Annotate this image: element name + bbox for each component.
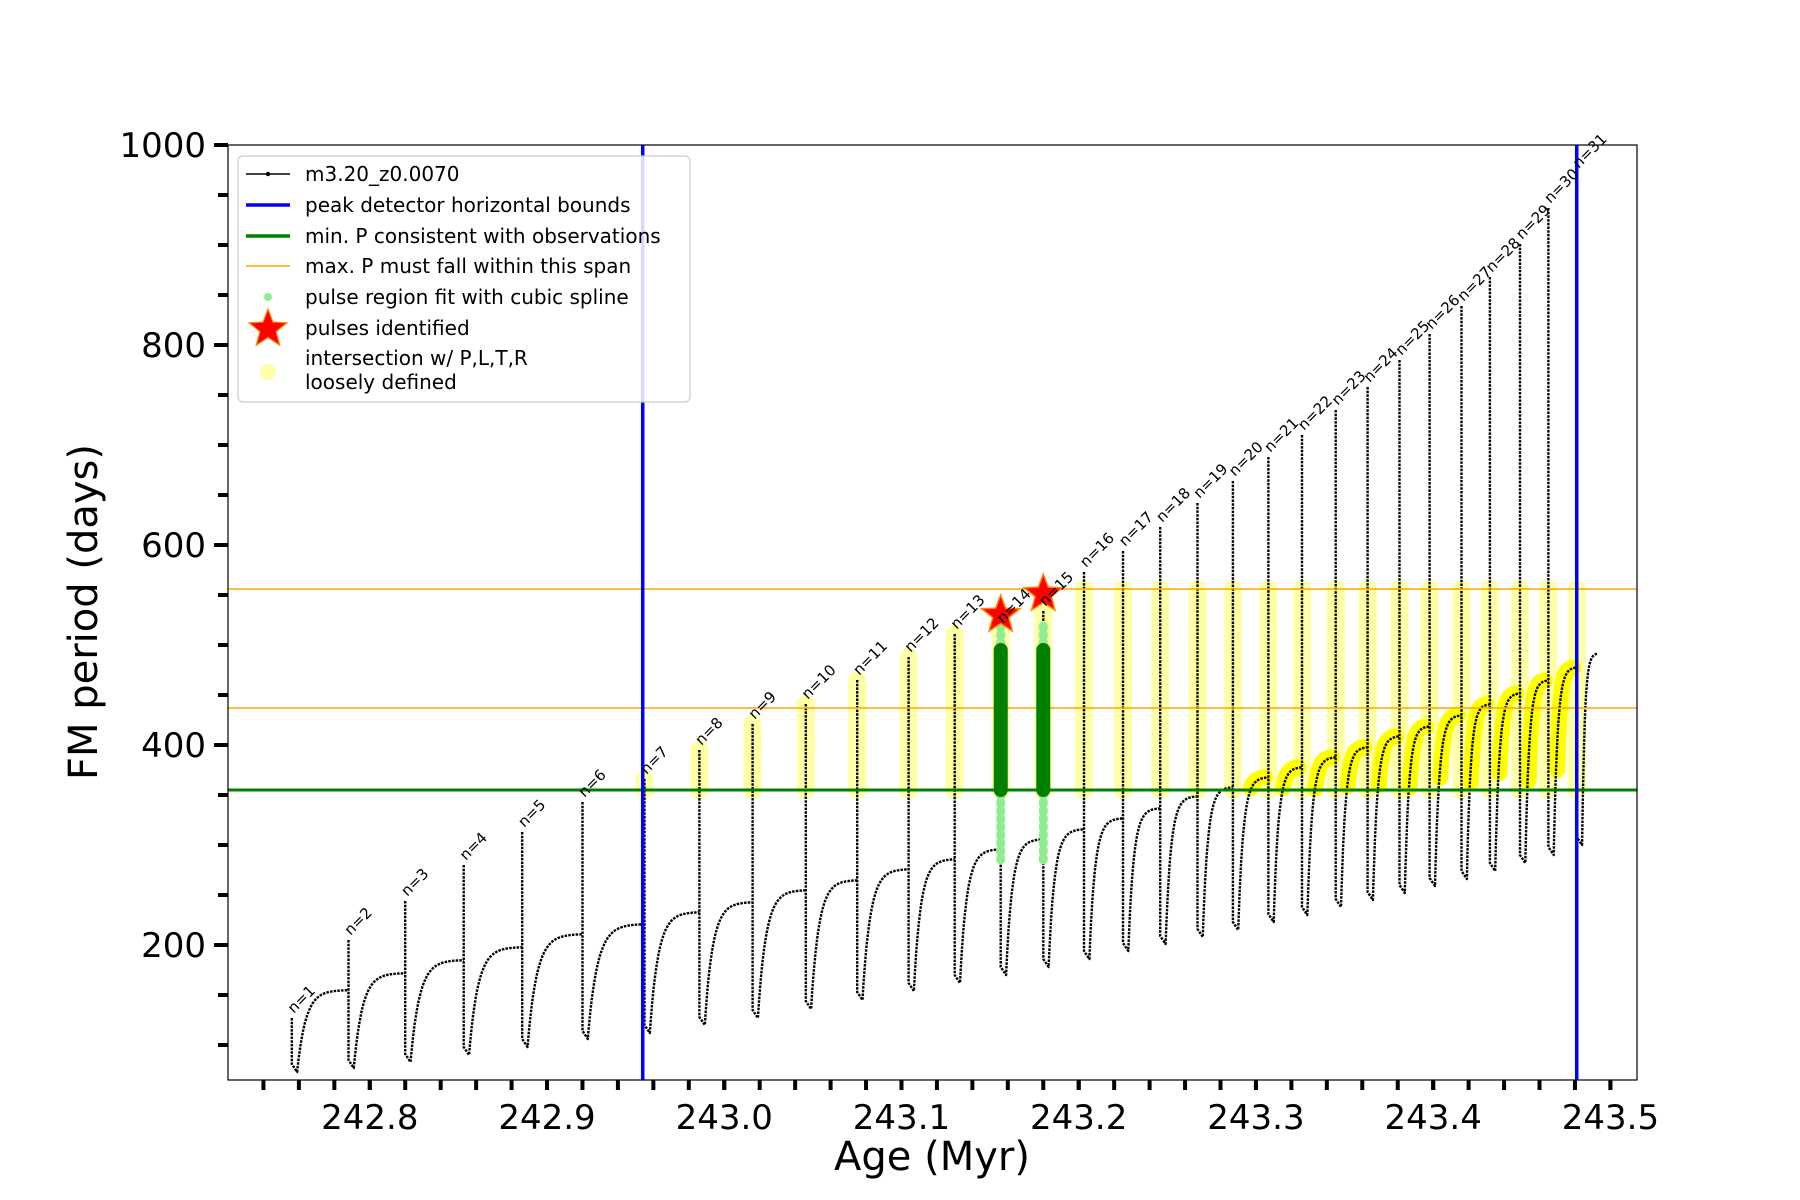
y-tick-label: 400 bbox=[141, 726, 206, 766]
x-tick-label: 243.2 bbox=[1030, 1098, 1127, 1138]
legend-marker bbox=[265, 171, 271, 177]
legend-label: peak detector horizontal bounds bbox=[305, 193, 631, 217]
series-segment-n18 bbox=[1158, 527, 1198, 946]
series-segment-n31 bbox=[1575, 173, 1599, 847]
pulses-identified-markers bbox=[979, 571, 1065, 633]
series-segment-n9 bbox=[751, 724, 806, 1020]
legend-label-line: m3.20_z0.0070 bbox=[305, 162, 460, 186]
series-segment-n7 bbox=[643, 779, 700, 1035]
series-segment-n8 bbox=[698, 750, 753, 1027]
pulse-identified-star-n15 bbox=[1022, 571, 1065, 612]
y-tick-label: 600 bbox=[141, 526, 206, 566]
series-segment-n11 bbox=[856, 680, 909, 1002]
series-segment-n4 bbox=[462, 865, 523, 1057]
series-segment-n28 bbox=[1488, 277, 1521, 873]
series-segment-n17 bbox=[1121, 551, 1161, 953]
series-segment-n20 bbox=[1231, 481, 1269, 932]
series-segment-n6 bbox=[581, 802, 645, 1041]
series-segment-n19 bbox=[1196, 503, 1234, 939]
legend-label-line: min. P consistent with observations bbox=[305, 224, 661, 248]
legend-entry-4: max. P must fall within this span bbox=[246, 254, 631, 278]
x-tick-label: 243.1 bbox=[853, 1098, 950, 1138]
series-segment-n25 bbox=[1398, 360, 1431, 895]
x-tick-label: 243.4 bbox=[1385, 1098, 1482, 1138]
legend-entry-6: pulses identified bbox=[247, 307, 470, 347]
x-tick-label: 243.0 bbox=[676, 1098, 773, 1138]
legend-label-line: intersection w/ P,L,T,R bbox=[305, 346, 528, 370]
series-segment-n15 bbox=[1042, 611, 1085, 969]
series-segment-n21 bbox=[1267, 457, 1303, 924]
legend-label: pulse region fit with cubic spline bbox=[305, 285, 629, 309]
x-axis-label: Age (Myr) bbox=[834, 1134, 1030, 1180]
legend-box bbox=[237, 155, 691, 403]
legend-label-line: pulses identified bbox=[305, 316, 470, 340]
series-segment-n5 bbox=[521, 832, 583, 1049]
axes: 242.8 242.9 243.0 243.1 243.2 243.3 243.4 243.5… bbox=[119, 126, 1659, 1138]
legend-entry-7: intersection w/ P,L,T,R loosely defined bbox=[260, 346, 528, 394]
legend-label: min. P consistent with observations bbox=[305, 224, 661, 248]
plot-area bbox=[228, 145, 1637, 1080]
legend-star-icon bbox=[247, 307, 289, 347]
legend-label-line: pulse region fit with cubic spline bbox=[305, 285, 629, 309]
x-tick-label: 242.8 bbox=[321, 1098, 418, 1138]
series-segment-n27 bbox=[1460, 306, 1491, 881]
plot-frame bbox=[227, 144, 1638, 1081]
y-tick-label: 800 bbox=[141, 326, 206, 366]
series-line-m3.20_z0.0070 bbox=[290, 173, 1599, 1074]
legend-entry-1: m3.20_z0.0070 bbox=[246, 162, 460, 186]
legend-marker bbox=[260, 364, 276, 380]
legend-entry-5: pulse region fit with cubic spline bbox=[264, 285, 629, 309]
series-segment-n1 bbox=[290, 989, 349, 1074]
series-segment-n14 bbox=[999, 628, 1044, 977]
spline-fit-regions bbox=[993, 617, 1051, 865]
y-tick-label: 1000 bbox=[119, 126, 206, 166]
legend-marker bbox=[264, 293, 272, 301]
series-segment-n3 bbox=[404, 901, 464, 1064]
legend-label: m3.20_z0.0070 bbox=[305, 162, 460, 186]
legend-label: pulses identified bbox=[305, 316, 470, 340]
series-segment-n23 bbox=[1334, 410, 1369, 909]
series-segment-n26 bbox=[1428, 334, 1463, 888]
y-tick-label: 200 bbox=[141, 926, 206, 966]
series-segment-n30 bbox=[1547, 208, 1578, 857]
series-segment-n16 bbox=[1082, 572, 1124, 961]
x-tick-label: 243.5 bbox=[1562, 1098, 1659, 1138]
horizontal-reference-lines bbox=[228, 588, 1637, 792]
legend-label-line: loosely defined bbox=[305, 370, 457, 394]
series-segment-n24 bbox=[1366, 387, 1401, 902]
x-tick-label: 242.9 bbox=[498, 1098, 595, 1138]
legend-label-line: max. P must fall within this span bbox=[305, 254, 631, 278]
series-segment-n22 bbox=[1300, 435, 1337, 917]
y-axis-label: FM period (days) bbox=[61, 444, 107, 780]
legend-label: max. P must fall within this span bbox=[305, 254, 631, 278]
series-segment-n10 bbox=[804, 704, 858, 1011]
series-segment-n29 bbox=[1518, 244, 1550, 865]
series-segment-n12 bbox=[907, 657, 955, 993]
pulse-identified-star-n14 bbox=[979, 592, 1022, 633]
x-tick-label: 243.3 bbox=[1207, 1098, 1304, 1138]
legend-entry-2: peak detector horizontal bounds bbox=[246, 193, 631, 217]
legend-label: intersection w/ P,L,T,R loosely defined bbox=[305, 346, 528, 394]
series-segment-n13 bbox=[953, 634, 1001, 985]
legend-label-line: peak detector horizontal bounds bbox=[305, 193, 631, 217]
legend-entry-3: min. P consistent with observations bbox=[246, 224, 661, 248]
